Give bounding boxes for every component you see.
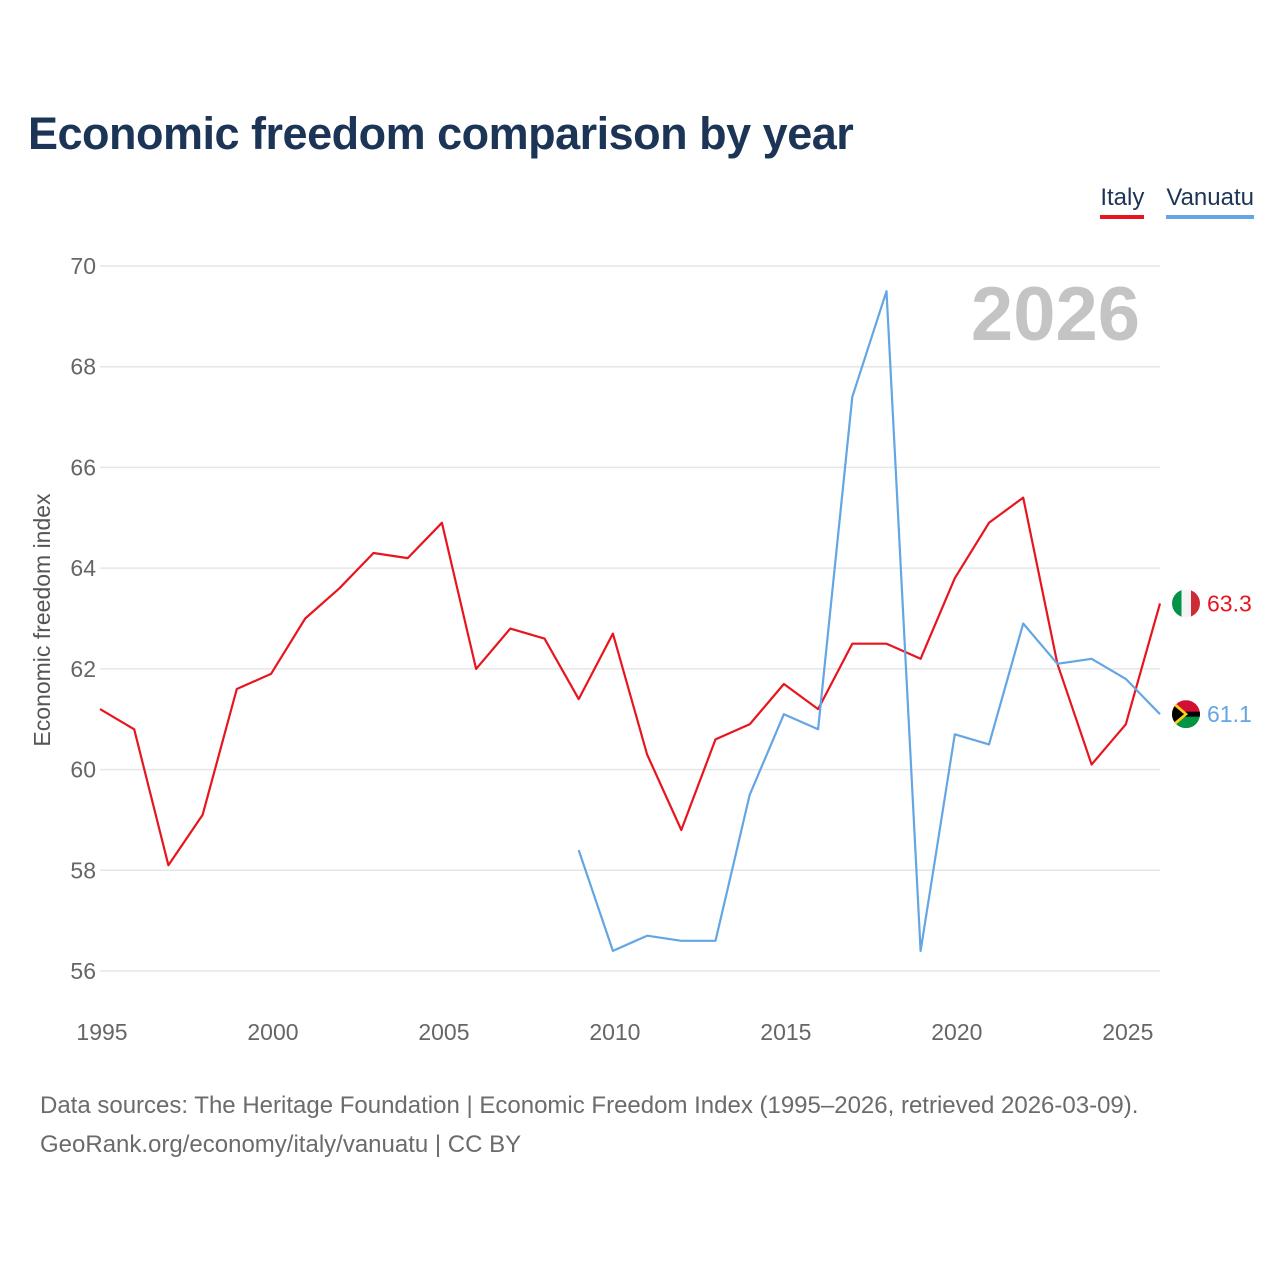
data-source-text: Data sources: The Heritage Foundation | …	[40, 1092, 1139, 1119]
year-watermark: 2026	[971, 272, 1140, 357]
y-tick-label-68: 68	[70, 354, 96, 380]
series-line-vanuatu[interactable]	[577, 290, 1161, 953]
chart-title: Economic freedom comparison by year	[28, 108, 854, 159]
vanuatu-flag-icon	[1172, 700, 1200, 729]
legend: Italy Vanuatu	[1100, 184, 1254, 219]
x-tick-label-1995: 1995	[76, 1019, 127, 1045]
x-tick-label-2010: 2010	[589, 1019, 640, 1045]
x-tick-label-2020: 2020	[931, 1019, 982, 1045]
footer: Data sources: The Heritage Foundation | …	[40, 1086, 1138, 1164]
y-tick-label-60: 60	[70, 757, 96, 783]
x-axis-ticks: 1995 2000 2005 2010 2015 2020 2025	[76, 1019, 1153, 1045]
x-tick-label-2005: 2005	[418, 1019, 469, 1045]
y-tick-label-62: 62	[70, 656, 96, 682]
y-tick-label-70: 70	[70, 253, 96, 279]
grid-lines	[100, 265, 1160, 972]
y-tick-label-64: 64	[70, 555, 96, 581]
series-lines	[99, 290, 1162, 953]
line-chart: 56 58 60 62 64 66 68 70 1995 2000 2005 2010 2015 202…	[29, 253, 1252, 1045]
y-tick-label-56: 56	[70, 958, 96, 984]
x-tick-label-2000: 2000	[247, 1019, 298, 1045]
legend-item-vanuatu[interactable]: Vanuatu	[1166, 184, 1254, 219]
end-value-label-italy: 63.3	[1207, 590, 1252, 616]
legend-item-italy[interactable]: Italy	[1100, 184, 1145, 219]
x-tick-label-2025: 2025	[1102, 1019, 1153, 1045]
end-value-label-vanuatu: 61.1	[1207, 701, 1252, 727]
y-axis-ticks: 56 58 60 62 64 66 68 70	[70, 253, 96, 984]
attribution-text: GeoRank.org/economy/italy/vanuatu | CC B…	[40, 1131, 522, 1158]
x-tick-label-2015: 2015	[760, 1019, 811, 1045]
y-tick-label-58: 58	[70, 857, 96, 883]
series-line-italy[interactable]	[99, 496, 1162, 867]
italy-flag-icon	[1172, 589, 1200, 618]
y-axis-label: Economic freedom index	[29, 493, 55, 747]
y-tick-label-66: 66	[70, 454, 96, 480]
end-markers: 63.3 61.1	[1172, 589, 1252, 729]
